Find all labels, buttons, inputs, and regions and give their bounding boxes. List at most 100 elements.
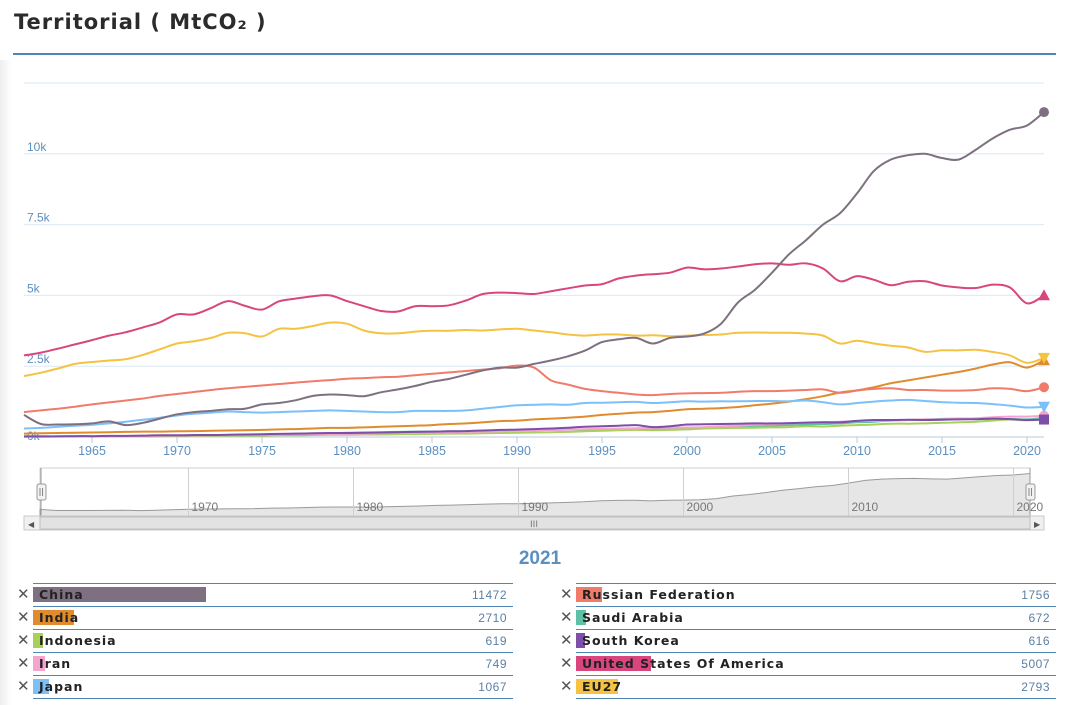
series-marker-united-states-of-america[interactable] xyxy=(1038,289,1050,301)
series-line-united-states-of-america[interactable] xyxy=(23,262,1045,357)
title-divider xyxy=(13,53,1056,55)
remove-series-icon[interactable]: ✕ xyxy=(17,608,30,626)
navigator-label: 1970 xyxy=(192,500,219,514)
scrollbar-left-arrow[interactable]: ◀ xyxy=(28,520,35,529)
remove-series-icon[interactable]: ✕ xyxy=(560,608,573,626)
legend-series-value: 616 xyxy=(1028,634,1050,648)
scrollbar-thumb[interactable] xyxy=(39,516,1031,530)
legend-value-bar xyxy=(33,587,206,602)
x-tick-label: 2000 xyxy=(673,444,701,458)
legend-row[interactable]: ✕ Russian Federation 1756 xyxy=(560,583,1056,606)
x-tick-label: 2020 xyxy=(1013,444,1041,458)
legend-value-bar xyxy=(576,610,586,625)
scrollbar-grip: III xyxy=(530,520,538,530)
series-line-japan[interactable] xyxy=(23,398,1045,430)
y-tick-label: 7.5k xyxy=(27,211,51,225)
legend-series-name: Russian Federation xyxy=(582,587,736,602)
legend-value-bar xyxy=(576,587,602,602)
navigator-label: 2010 xyxy=(852,500,879,514)
year-title: 2021 xyxy=(518,548,562,569)
y-tick-label: 10k xyxy=(27,140,47,154)
y-tick-label: 2.5k xyxy=(27,352,51,366)
legend-series-value: 1067 xyxy=(478,680,507,694)
series-marker-eu27[interactable] xyxy=(1038,352,1050,364)
legend-series-name: United States Of America xyxy=(582,656,785,671)
legend-value-bar xyxy=(576,633,585,648)
x-tick-label: 1985 xyxy=(418,444,446,458)
legend-series-value: 5007 xyxy=(1021,657,1050,671)
x-tick-label: 1990 xyxy=(503,444,531,458)
legend-row[interactable]: ✕ United States Of America 5007 xyxy=(560,652,1056,675)
legend-series-name: Indonesia xyxy=(39,633,117,648)
legend-series-value: 2793 xyxy=(1021,680,1050,694)
x-tick-label: 1995 xyxy=(588,444,616,458)
legend-value-bar xyxy=(576,679,618,694)
x-tick-label: 2010 xyxy=(843,444,871,458)
legend-series-name: Japan xyxy=(39,679,84,694)
remove-series-icon[interactable]: ✕ xyxy=(17,677,30,695)
legend-series-name: India xyxy=(39,610,80,625)
legend-series-value: 2710 xyxy=(478,611,507,625)
x-tick-label: 1975 xyxy=(248,444,276,458)
navigator-label: 1990 xyxy=(522,500,549,514)
navigator-series-area xyxy=(39,472,1031,517)
series-line-china[interactable] xyxy=(23,111,1045,427)
legend-value-bar xyxy=(33,656,45,671)
legend-series-value: 749 xyxy=(485,657,507,671)
y-tick-label: 5k xyxy=(27,281,41,295)
legend-series-name: South Korea xyxy=(582,633,680,648)
remove-series-icon[interactable]: ✕ xyxy=(560,631,573,649)
legend-row[interactable]: ✕ Indonesia 619 xyxy=(17,629,513,652)
legend-row[interactable]: ✕ EU27 2793 xyxy=(560,675,1056,699)
legend-series-value: 619 xyxy=(485,634,507,648)
legend-series-name: China xyxy=(39,587,84,602)
navigator-handle-right[interactable] xyxy=(1025,468,1036,516)
x-tick-label: 1970 xyxy=(163,444,191,458)
x-tick-label: 2005 xyxy=(758,444,786,458)
legend-value-bar xyxy=(33,633,43,648)
legend-series-name: Saudi Arabia xyxy=(582,610,684,625)
series-line-russian-federation[interactable] xyxy=(23,364,1045,414)
x-tick-label: 1980 xyxy=(333,444,361,458)
navigator-handle-left[interactable] xyxy=(36,468,47,516)
navigator-label: 2000 xyxy=(687,500,714,514)
legend-series-value: 11472 xyxy=(472,588,507,602)
legend-value-bar xyxy=(33,610,74,625)
legend-row[interactable]: ✕ Iran 749 xyxy=(17,652,513,675)
series-marker-russian-federation[interactable] xyxy=(1039,382,1049,393)
series-marker-south-korea[interactable] xyxy=(1039,414,1049,425)
left-shade xyxy=(0,60,12,705)
series-marker-china[interactable] xyxy=(1039,107,1049,118)
legend-row[interactable]: ✕ Saudi Arabia 672 xyxy=(560,606,1056,629)
scrollbar-right-arrow[interactable]: ▶ xyxy=(1034,520,1041,529)
remove-series-icon[interactable]: ✕ xyxy=(17,585,30,603)
legend-left-column: ✕ China 11472 ✕ India 2710 ✕ Indonesia 619 ✕ Iran 7… xyxy=(17,583,513,699)
legend-right-column: ✕ Russian Federation 1756 ✕ Saudi Arabia 672 ✕… xyxy=(560,583,1056,699)
x-tick-label: 1965 xyxy=(78,444,106,458)
handle-grip[interactable] xyxy=(36,483,47,501)
remove-series-icon[interactable]: ✕ xyxy=(560,677,573,695)
legend-series-value: 1756 xyxy=(1021,588,1050,602)
legend-row[interactable]: ✕ South Korea 616 xyxy=(560,629,1056,652)
legend-value-bar xyxy=(576,656,651,671)
series-marker-japan[interactable] xyxy=(1038,401,1050,413)
series-line-eu27[interactable] xyxy=(23,321,1045,378)
x-tick-label: 2015 xyxy=(928,444,956,458)
remove-series-icon[interactable]: ✕ xyxy=(560,585,573,603)
legend-series-name: EU27 xyxy=(582,679,623,694)
legend-series-value: 672 xyxy=(1028,611,1050,625)
legend-row[interactable]: ✕ India 2710 xyxy=(17,606,513,629)
legend-row[interactable]: ✕ Japan 1067 xyxy=(17,675,513,699)
series-line-indonesia[interactable] xyxy=(24,418,1045,438)
series-line-south-korea[interactable] xyxy=(24,417,1045,438)
legend-row[interactable]: ✕ China 11472 xyxy=(17,583,513,606)
navigator-label: 1980 xyxy=(357,500,384,514)
remove-series-icon[interactable]: ✕ xyxy=(17,631,30,649)
page-title: Territorial ( MtCO₂ ) xyxy=(14,10,267,34)
series-line-india[interactable] xyxy=(23,359,1045,435)
remove-series-icon[interactable]: ✕ xyxy=(17,654,30,672)
legend-value-bar xyxy=(33,679,49,694)
remove-series-icon[interactable]: ✕ xyxy=(560,654,573,672)
handle-grip[interactable] xyxy=(1025,483,1036,501)
